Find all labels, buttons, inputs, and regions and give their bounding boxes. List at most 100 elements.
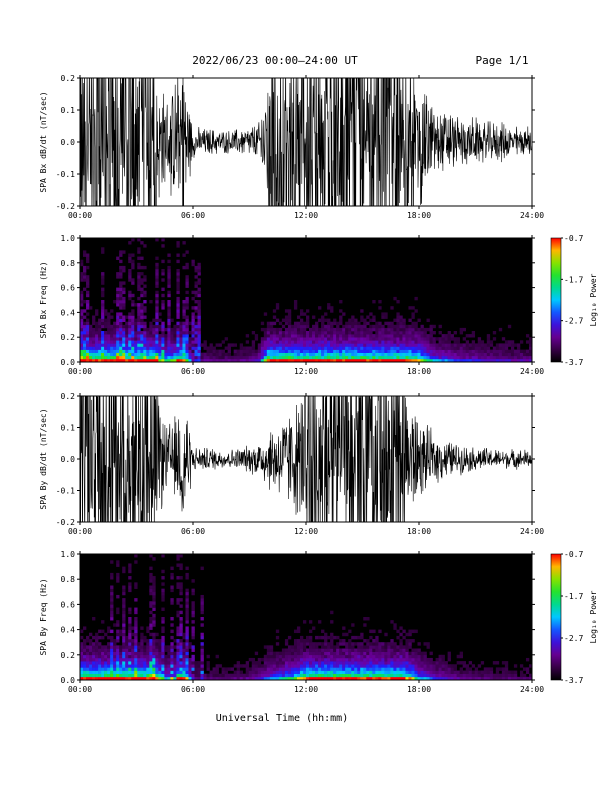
spectrogram-cell bbox=[363, 352, 367, 357]
spectrogram-cell bbox=[272, 315, 277, 319]
spectrogram-cell bbox=[257, 664, 262, 668]
spectrogram-cell bbox=[402, 358, 406, 363]
spectrogram-cell bbox=[110, 594, 114, 599]
spectrogram-cell bbox=[149, 610, 153, 615]
spectrogram-cell bbox=[152, 334, 156, 338]
spectrogram-cell bbox=[287, 321, 292, 326]
spectrogram-cell bbox=[152, 318, 156, 322]
spectrogram-cell bbox=[324, 312, 328, 316]
spectrogram-cell bbox=[140, 664, 144, 668]
spectrogram-cell bbox=[128, 290, 132, 295]
spectrogram-cell bbox=[345, 324, 349, 329]
spectrogram-cell bbox=[333, 318, 337, 322]
spectrogram-cell bbox=[176, 241, 180, 245]
spectrogram-cell bbox=[131, 355, 135, 360]
spectrogram-cell bbox=[290, 645, 295, 649]
spectrogram-cell bbox=[315, 664, 319, 668]
spectrogram-cell bbox=[185, 632, 189, 637]
spectrogram-cell bbox=[116, 321, 120, 326]
spectrogram-cell bbox=[284, 670, 289, 674]
spectrogram-cell bbox=[80, 349, 84, 353]
spectrogram-cell bbox=[113, 648, 117, 652]
spectrogram-cell bbox=[179, 343, 183, 347]
spectrogram-cell bbox=[426, 358, 430, 363]
spectrogram-cell bbox=[411, 334, 415, 338]
spectrogram-cell bbox=[128, 670, 132, 674]
spectrogram-cell bbox=[143, 275, 147, 279]
spectrogram-cell bbox=[348, 343, 352, 347]
spectrogram-cell bbox=[405, 648, 409, 652]
spectrogram-cell bbox=[290, 340, 295, 344]
spectrogram-cell bbox=[336, 670, 340, 674]
spectrogram-cell bbox=[519, 355, 524, 360]
spectrogram-cell bbox=[275, 327, 280, 332]
spectrogram-cell bbox=[423, 667, 427, 671]
spectrogram-cell bbox=[492, 346, 497, 350]
spectrogram-cell bbox=[119, 293, 123, 298]
spectrogram-cell bbox=[315, 358, 319, 363]
spectrogram-cell bbox=[333, 327, 337, 332]
spectrogram-cell bbox=[381, 676, 385, 681]
spectrogram-cell bbox=[333, 648, 337, 652]
spectrogram-cell bbox=[387, 334, 391, 338]
spectrogram-cell bbox=[432, 673, 436, 678]
spectrogram-cell bbox=[525, 349, 530, 353]
spectrogram-cell bbox=[98, 331, 102, 335]
spectrogram-cell bbox=[161, 626, 165, 630]
spectrogram-cell bbox=[363, 340, 367, 344]
spectrogram-cell bbox=[272, 358, 277, 363]
spectrogram-cell bbox=[98, 629, 102, 634]
spectrogram-cell bbox=[447, 355, 451, 360]
spectrogram-cell bbox=[348, 324, 352, 329]
spectrogram-cell bbox=[417, 355, 421, 360]
spectrogram-cell bbox=[447, 673, 451, 678]
spectrogram-cell bbox=[98, 318, 102, 322]
spectrogram-cell bbox=[203, 346, 207, 350]
spectrogram-cell bbox=[284, 654, 289, 659]
spectrogram-cell bbox=[393, 318, 397, 322]
spectrogram-cell bbox=[459, 331, 463, 335]
spectrogram-cell bbox=[116, 579, 120, 583]
spectrogram-cell bbox=[408, 632, 412, 637]
spectrogram-cell bbox=[396, 657, 400, 662]
spectrogram-cell bbox=[504, 667, 509, 671]
spectrogram-cell bbox=[510, 346, 515, 350]
spectrogram-cell bbox=[399, 664, 403, 668]
spectrogram-cell bbox=[254, 358, 259, 363]
spectrogram-cell bbox=[119, 358, 123, 363]
spectrogram-cell bbox=[312, 676, 316, 681]
spectrogram-cell bbox=[333, 661, 337, 665]
spectrogram-cell bbox=[110, 588, 114, 593]
spectrogram-cell bbox=[417, 667, 421, 671]
x-tick-label: 12:00 bbox=[294, 685, 318, 694]
spectrogram-cell bbox=[324, 664, 328, 668]
spectrogram-cell bbox=[149, 300, 153, 304]
spectrogram-cell bbox=[369, 657, 373, 662]
spectrogram-cell bbox=[354, 355, 358, 360]
spectrogram-cell bbox=[408, 343, 412, 347]
spectrogram-cell bbox=[122, 632, 126, 637]
spectrogram-cell bbox=[498, 346, 503, 350]
spectrogram-cell bbox=[161, 607, 165, 611]
spectrogram-cell bbox=[155, 676, 159, 681]
spectrogram-cell bbox=[327, 358, 331, 363]
spectrogram-cell bbox=[399, 318, 403, 322]
spectrogram-cell bbox=[426, 676, 430, 681]
spectrogram-cell bbox=[185, 648, 189, 652]
spectrogram-cell bbox=[215, 349, 219, 353]
spectrogram-cell bbox=[306, 639, 310, 643]
spectrogram-cell bbox=[318, 327, 322, 332]
spectrogram-cell bbox=[98, 355, 102, 360]
spectrogram-cell bbox=[369, 337, 373, 341]
spectrogram-cell bbox=[266, 337, 271, 341]
spectrogram-cell bbox=[173, 334, 177, 338]
spectrogram-cell bbox=[167, 318, 171, 322]
spectrogram-cell bbox=[101, 676, 105, 681]
spectrogram-cell bbox=[528, 358, 533, 363]
spectrogram-cell bbox=[393, 654, 397, 659]
spectrogram-cell bbox=[318, 306, 322, 310]
spectrogram-cell bbox=[483, 343, 488, 347]
spectrogram-cell bbox=[293, 331, 298, 335]
spectrogram-cell bbox=[281, 318, 286, 322]
spectrogram-cell bbox=[128, 563, 132, 567]
